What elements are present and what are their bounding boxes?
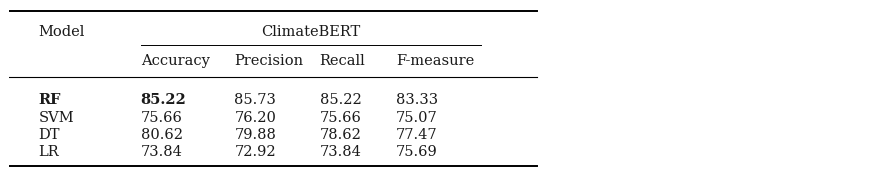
Text: Recall: Recall [320,54,365,68]
Text: F-measure: F-measure [396,54,474,68]
Text: 75.66: 75.66 [141,111,182,125]
Text: 75.07: 75.07 [396,111,438,125]
Text: 78.62: 78.62 [320,128,362,142]
Text: 77.47: 77.47 [396,128,438,142]
Text: 73.84: 73.84 [141,145,182,159]
Text: SVM: SVM [38,111,74,125]
Text: DT: DT [38,128,60,142]
Text: 85.22: 85.22 [320,93,362,107]
Text: Model: Model [38,25,85,39]
Text: 75.69: 75.69 [396,145,438,159]
Text: 73.84: 73.84 [320,145,362,159]
Text: 75.66: 75.66 [320,111,362,125]
Text: 85.73: 85.73 [235,93,276,107]
Text: LR: LR [38,145,59,159]
Text: 79.88: 79.88 [235,128,276,142]
Text: 83.33: 83.33 [396,93,438,107]
Text: 72.92: 72.92 [235,145,276,159]
Text: 80.62: 80.62 [141,128,182,142]
Text: Precision: Precision [235,54,303,68]
Text: ClimateBERT: ClimateBERT [262,25,361,39]
Text: Accuracy: Accuracy [141,54,209,68]
Text: 76.20: 76.20 [235,111,276,125]
Text: RF: RF [38,93,61,107]
Text: 85.22: 85.22 [141,93,187,107]
